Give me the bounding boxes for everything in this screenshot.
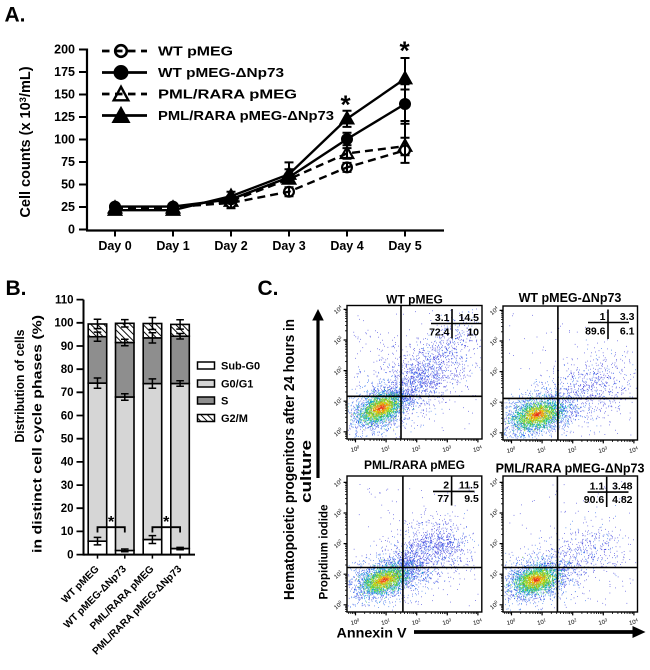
svg-text:10: 10: [467, 327, 479, 339]
svg-text:101: 101: [536, 617, 547, 627]
svg-text:100: 100: [350, 444, 361, 454]
svg-text:102: 102: [411, 617, 422, 627]
svg-text:*: *: [399, 36, 410, 66]
svg-text:10: 10: [61, 526, 74, 538]
svg-text:WT pMEG-ΔNp73: WT pMEG-ΔNp73: [519, 291, 622, 305]
svg-text:*: *: [108, 514, 115, 531]
svg-text:104: 104: [628, 617, 639, 627]
svg-text:89.6: 89.6: [585, 326, 606, 338]
svg-text:75: 75: [61, 155, 75, 169]
svg-text:S: S: [221, 396, 228, 408]
svg-text:100: 100: [54, 318, 73, 330]
svg-text:101: 101: [380, 444, 391, 454]
svg-text:125: 125: [54, 110, 75, 124]
svg-text:90.6: 90.6: [584, 494, 605, 506]
svg-text:Day 1: Day 1: [156, 239, 189, 253]
svg-text:1: 1: [600, 311, 606, 323]
svg-text:90: 90: [61, 341, 74, 353]
svg-text:70: 70: [61, 387, 74, 399]
svg-text:*: *: [340, 90, 351, 120]
svg-text:150: 150: [54, 88, 75, 102]
svg-text:175: 175: [54, 65, 75, 79]
svg-text:in distinct cell cycle phases: in distinct cell cycle phases (%): [31, 315, 45, 553]
svg-text:60: 60: [61, 410, 74, 422]
svg-text:72.4: 72.4: [429, 327, 450, 339]
svg-text:104: 104: [472, 617, 483, 627]
svg-text:Sub-G0: Sub-G0: [221, 361, 260, 373]
svg-text:Day 5: Day 5: [388, 239, 421, 253]
svg-text:100: 100: [54, 133, 75, 147]
svg-text:103: 103: [598, 617, 609, 627]
svg-text:Cell counts (x 103/mL): Cell counts (x 103/mL): [18, 66, 34, 217]
svg-text:50: 50: [61, 434, 74, 446]
svg-text:101: 101: [380, 617, 391, 627]
svg-text:100: 100: [506, 445, 517, 455]
svg-text:Hematopoietic progenitors afte: Hematopoietic progenitors after 24 hours…: [282, 319, 298, 600]
svg-text:Day 3: Day 3: [272, 239, 305, 253]
svg-text:WT pMEG: WT pMEG: [158, 44, 233, 59]
svg-text:80: 80: [61, 364, 74, 376]
svg-text:Distribution of cells: Distribution of cells: [13, 329, 27, 442]
svg-text:culture: culture: [298, 440, 315, 503]
svg-text:2: 2: [443, 480, 449, 492]
svg-text:103: 103: [442, 617, 453, 627]
svg-text:Day 2: Day 2: [214, 239, 247, 253]
svg-text:1.1: 1.1: [590, 481, 605, 493]
svg-text:102: 102: [567, 617, 578, 627]
svg-text:*: *: [163, 514, 170, 531]
svg-text:WT pMEG: WT pMEG: [386, 293, 443, 307]
svg-text:4.82: 4.82: [612, 494, 633, 506]
svg-text:PML/RARA pMEG: PML/RARA pMEG: [364, 458, 465, 472]
svg-text:3.1: 3.1: [435, 312, 450, 324]
svg-text:PML/RARA pMEG: PML/RARA pMEG: [158, 87, 297, 102]
svg-text:100: 100: [506, 617, 517, 627]
svg-text:104: 104: [628, 445, 639, 455]
svg-text:PML/RARA pMEG-ΔNp73: PML/RARA pMEG-ΔNp73: [158, 108, 334, 123]
svg-text:WT pMEG-ΔNp73: WT pMEG-ΔNp73: [158, 65, 284, 80]
svg-text:30: 30: [61, 480, 74, 492]
svg-text:3.3: 3.3: [620, 311, 635, 323]
svg-text:40: 40: [61, 457, 74, 469]
svg-text:Annexin V: Annexin V: [337, 625, 408, 641]
svg-text:0: 0: [68, 223, 75, 237]
svg-text:200: 200: [54, 43, 75, 57]
svg-text:104: 104: [472, 444, 483, 454]
svg-text:PML/RARA pMEG-ΔNp73: PML/RARA pMEG-ΔNp73: [496, 462, 645, 476]
svg-text:Day 0: Day 0: [98, 239, 131, 253]
svg-text:101: 101: [536, 445, 547, 455]
svg-text:11.5: 11.5: [459, 480, 479, 492]
svg-text:77: 77: [437, 493, 449, 505]
svg-text:C.: C.: [258, 277, 279, 300]
svg-text:0: 0: [67, 549, 73, 561]
svg-text:B.: B.: [6, 277, 27, 300]
svg-text:102: 102: [567, 445, 578, 455]
svg-text:3.48: 3.48: [612, 481, 633, 493]
svg-text:25: 25: [61, 200, 75, 214]
svg-text:Propidium iodide: Propidium iodide: [319, 505, 331, 600]
svg-text:50: 50: [61, 178, 75, 192]
svg-text:9.5: 9.5: [464, 493, 479, 505]
svg-text:100: 100: [350, 617, 361, 627]
svg-text:103: 103: [442, 444, 453, 454]
svg-text:A.: A.: [5, 4, 26, 27]
svg-text:14.5: 14.5: [459, 312, 480, 324]
svg-text:6.1: 6.1: [620, 326, 635, 338]
svg-text:110: 110: [55, 294, 74, 306]
svg-text:Day 4: Day 4: [330, 239, 363, 253]
svg-text:102: 102: [411, 444, 422, 454]
svg-text:20: 20: [61, 503, 74, 515]
svg-text:G0/G1: G0/G1: [221, 379, 253, 391]
svg-text:103: 103: [598, 445, 609, 455]
svg-text:G2/M: G2/M: [221, 413, 248, 425]
